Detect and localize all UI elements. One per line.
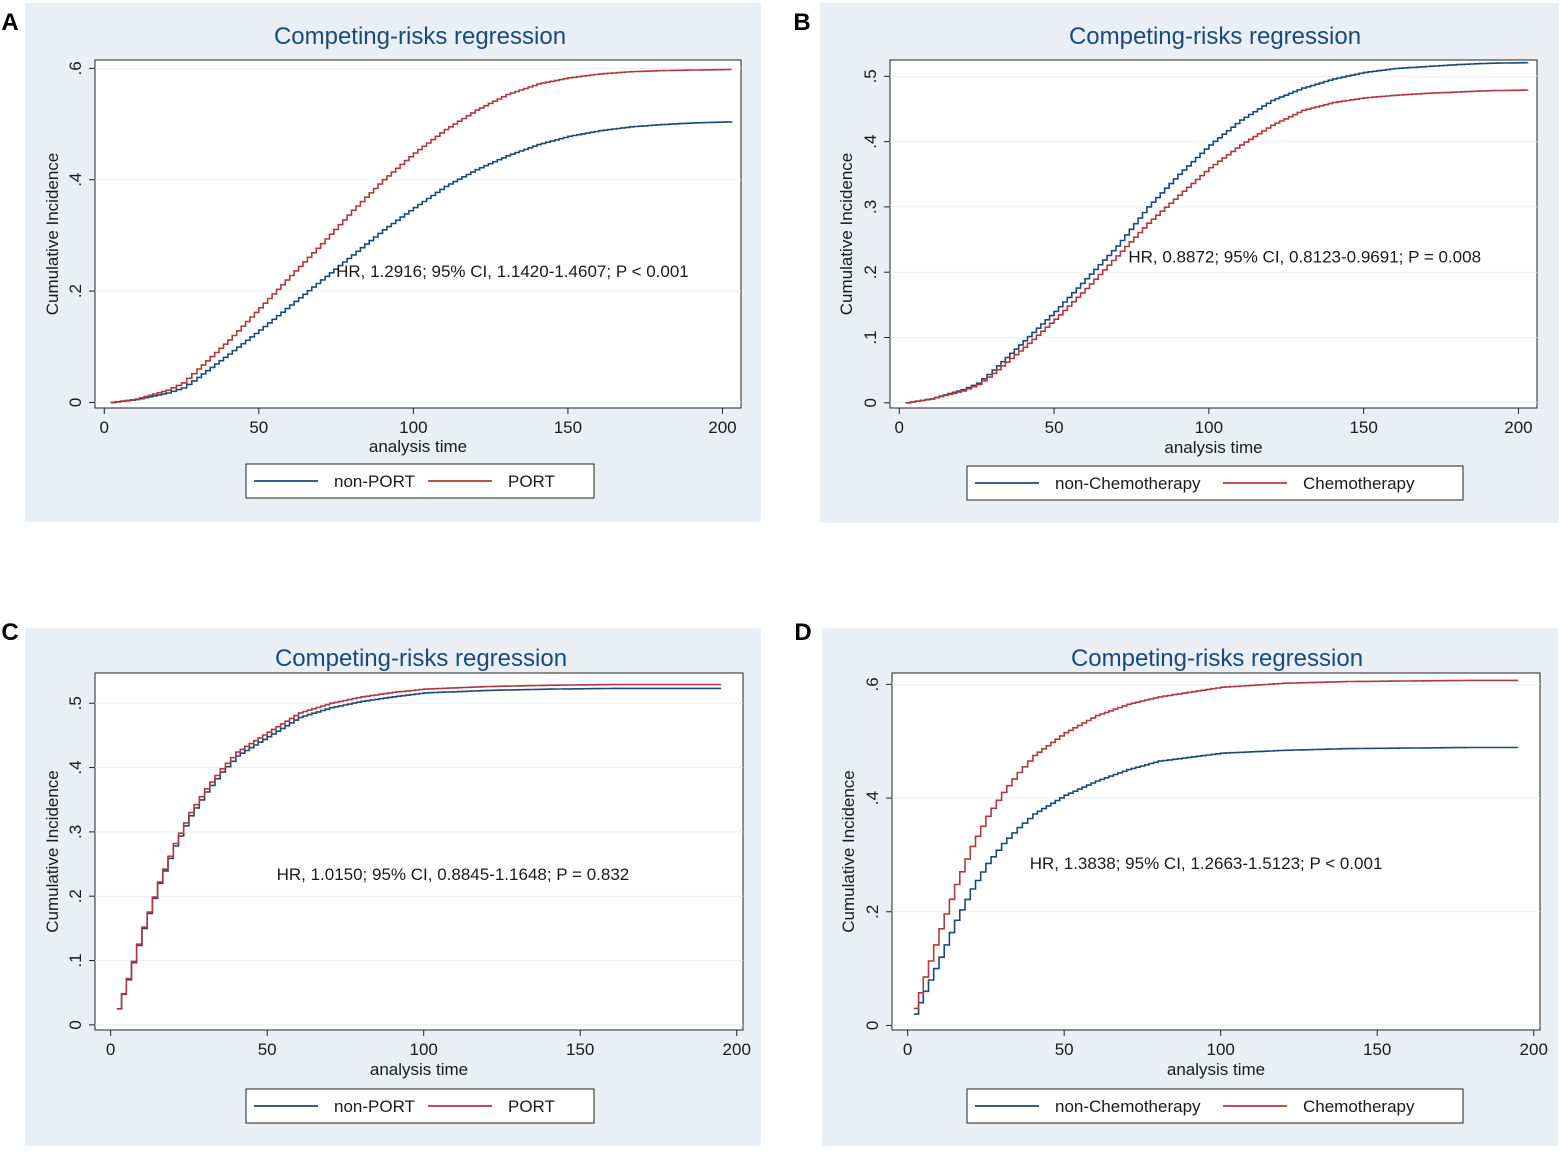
series-line-non-chemotherapy [905, 61, 1529, 404]
hazard-ratio-annotation: HR, 0.8872; 95% CI, 0.8123-0.9691; P = 0… [1128, 247, 1481, 266]
series-line-port [110, 68, 732, 404]
y-tick-label: .5 [861, 69, 880, 83]
panel-label: D [794, 619, 811, 646]
legend-box [245, 463, 595, 499]
x-tick-label: 50 [1055, 1040, 1074, 1059]
y-tick-label: .4 [861, 135, 880, 149]
legend: non-PORT PORT [245, 463, 595, 499]
y-tick-label: .2 [861, 265, 880, 279]
series-line-non-chemotherapy [913, 746, 1519, 1015]
y-tick-label: 0 [66, 398, 85, 407]
y-tick-label: .3 [66, 825, 85, 839]
x-tick-label: 0 [106, 1040, 115, 1059]
x-tick-label: 150 [566, 1040, 594, 1059]
legend-label: non-Chemotherapy [1055, 474, 1201, 493]
x-tick-label: 200 [723, 1040, 751, 1059]
y-tick-label: 0 [66, 1020, 85, 1029]
plot-area [94, 672, 744, 1031]
x-tick-label: 200 [1520, 1040, 1548, 1059]
chart-panel-a: A Competing-risks regression 0 50 100 150 200 0… [1, 3, 761, 522]
hazard-ratio-annotation: HR, 1.2916; 95% CI, 1.1420-1.4607; P < 0… [336, 262, 689, 281]
legend-box [966, 1088, 1464, 1124]
x-tick-label: 0 [903, 1040, 912, 1059]
x-axis-label: analysis time [1167, 1060, 1265, 1079]
series-line-chemotherapy [905, 89, 1529, 404]
legend-label: PORT [508, 1097, 555, 1116]
x-axis-label: analysis time [369, 437, 467, 456]
legend-label: Chemotherapy [1303, 474, 1415, 493]
x-tick-label: 150 [1349, 418, 1377, 437]
y-tick-label: .6 [863, 677, 882, 691]
chart-title: Competing-risks regression [274, 23, 566, 50]
x-tick-label: 50 [258, 1040, 277, 1059]
chart-panel-b: B Competing-risks regression 0 50 100 150 200 0… [793, 3, 1559, 523]
y-tick-label: .1 [861, 330, 880, 344]
x-axis-label: analysis time [370, 1060, 468, 1079]
series-line-port [116, 683, 722, 1010]
hazard-ratio-annotation: HR, 1.0150; 95% CI, 0.8845-1.1648; P = 0… [277, 865, 630, 884]
chart-title: Competing-risks regression [1069, 23, 1361, 50]
legend-label: PORT [508, 472, 555, 491]
legend: non-Chemotherapy Chemotherapy [966, 1088, 1464, 1124]
x-tick-label: 50 [249, 418, 268, 437]
x-tick-label: 100 [399, 418, 427, 437]
x-tick-label: 100 [410, 1040, 438, 1059]
series-line-non-port [110, 121, 733, 404]
legend-label: non-Chemotherapy [1055, 1097, 1201, 1116]
chart-title: Competing-risks regression [1071, 645, 1363, 672]
hazard-ratio-annotation: HR, 1.3838; 95% CI, 1.2663-1.5123; P < 0… [1030, 854, 1383, 873]
panel-label: A [1, 9, 18, 36]
x-tick-label: 0 [895, 418, 904, 437]
plot-area [94, 59, 742, 409]
x-tick-label: 100 [1195, 418, 1223, 437]
y-tick-label: .2 [863, 905, 882, 919]
series-line-chemotherapy [913, 679, 1519, 1010]
y-tick-label: .4 [66, 173, 85, 187]
chart-title: Competing-risks regression [275, 645, 567, 672]
y-tick-label: .2 [66, 889, 85, 903]
y-axis-label: Cumulative Incidence [837, 153, 856, 316]
x-tick-label: 200 [1504, 418, 1532, 437]
x-tick-label: 150 [1363, 1040, 1391, 1059]
y-tick-label: 0 [863, 1021, 882, 1030]
x-tick-label: 150 [554, 418, 582, 437]
y-tick-label: .4 [66, 760, 85, 774]
y-tick-label: .3 [861, 200, 880, 214]
legend-label: non-PORT [334, 1097, 415, 1116]
legend-label: non-PORT [334, 472, 415, 491]
y-axis-label: Cumulative Incidence [839, 770, 858, 933]
chart-panel-c: C Competing-risks regression 0 50 100 150 200 0… [1, 619, 761, 1146]
legend: non-PORT PORT [245, 1088, 595, 1124]
y-tick-label: .2 [66, 284, 85, 298]
plot-area [891, 672, 1541, 1031]
y-tick-label: .4 [863, 791, 882, 805]
legend-label: Chemotherapy [1303, 1097, 1415, 1116]
legend-box [966, 465, 1464, 501]
plot-area [889, 59, 1538, 409]
panel-label: B [793, 9, 810, 36]
y-axis-label: Cumulative Incidence [43, 770, 62, 933]
y-tick-label: 0 [861, 398, 880, 407]
x-tick-label: 50 [1045, 418, 1064, 437]
panel-label: C [1, 619, 18, 646]
y-tick-label: .5 [66, 696, 85, 710]
y-tick-label: .1 [66, 953, 85, 967]
chart-panel-d: D Competing-risks regression 0 50 100 150 200 0… [794, 619, 1558, 1146]
x-tick-label: 100 [1207, 1040, 1235, 1059]
legend: non-Chemotherapy Chemotherapy [966, 465, 1464, 501]
x-axis-label: analysis time [1164, 438, 1262, 457]
x-tick-label: 0 [100, 418, 109, 437]
x-tick-label: 200 [708, 418, 736, 437]
y-tick-label: .6 [66, 61, 85, 75]
y-axis-label: Cumulative Incidence [43, 153, 62, 316]
